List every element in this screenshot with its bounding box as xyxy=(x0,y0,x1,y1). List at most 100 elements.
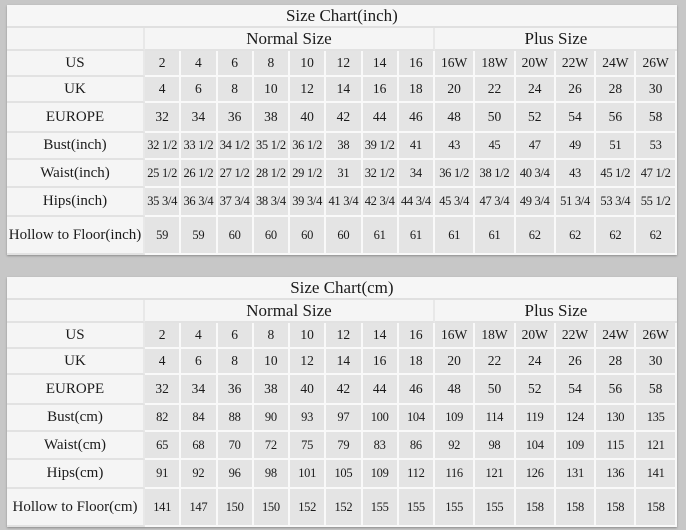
size-value-cell: 61 xyxy=(475,217,516,255)
size-value-cell: 88 xyxy=(217,405,254,432)
size-value-cell: 16 xyxy=(398,51,435,77)
size-value-cell: 124 xyxy=(555,405,597,432)
size-value-cell: 34 xyxy=(398,160,435,188)
size-value-cell: 38 3/4 xyxy=(253,188,290,217)
size-value-cell: 150 xyxy=(253,489,290,527)
size-value-cell: 6 xyxy=(217,323,254,349)
size-value-cell: 75 xyxy=(290,432,327,460)
size-value-cell: 6 xyxy=(181,77,218,103)
size-value-cell: 126 xyxy=(515,460,556,489)
size-value-cell: 12 xyxy=(290,77,327,103)
size-value-cell: 62 xyxy=(636,217,677,255)
size-value-cell: 39 3/4 xyxy=(290,188,327,217)
size-value-cell: 84 xyxy=(181,405,218,432)
size-value-cell: 141 xyxy=(145,489,182,527)
size-value-cell: 4 xyxy=(145,77,182,103)
size-value-cell: 136 xyxy=(596,460,637,489)
row-label: US xyxy=(7,51,145,77)
size-value-cell: 56 xyxy=(596,375,637,405)
size-value-cell: 79 xyxy=(326,432,363,460)
size-value-cell: 14 xyxy=(362,51,399,77)
size-value-cell: 36 xyxy=(217,375,254,405)
size-value-cell: 8 xyxy=(253,323,290,349)
size-value-cell: 55 1/2 xyxy=(636,188,677,217)
size-value-cell: 52 xyxy=(515,103,556,133)
size-value-cell: 35 1/2 xyxy=(253,133,290,160)
size-value-cell: 155 xyxy=(475,489,516,527)
size-value-cell: 16 xyxy=(362,349,399,375)
size-value-cell: 155 xyxy=(398,489,435,527)
row-label: Hips(cm) xyxy=(7,460,145,489)
size-value-cell: 6 xyxy=(217,51,254,77)
size-value-cell: 52 xyxy=(515,375,556,405)
size-value-cell: 47 1/2 xyxy=(636,160,677,188)
size-value-cell: 92 xyxy=(181,460,218,489)
size-value-cell: 62 xyxy=(555,217,597,255)
size-value-cell: 26W xyxy=(636,51,677,77)
size-value-cell: 96 xyxy=(217,460,254,489)
size-value-cell: 8 xyxy=(217,77,254,103)
size-value-cell: 53 3/4 xyxy=(596,188,637,217)
size-value-cell: 26 1/2 xyxy=(181,160,218,188)
size-value-cell: 45 1/2 xyxy=(596,160,637,188)
size-value-cell: 50 xyxy=(475,375,516,405)
size-value-cell: 24W xyxy=(596,323,637,349)
size-value-cell: 100 xyxy=(362,405,399,432)
size-value-cell: 36 1/2 xyxy=(435,160,476,188)
row-label: Hips(inch) xyxy=(7,188,145,217)
size-value-cell: 36 3/4 xyxy=(181,188,218,217)
size-value-cell: 16W xyxy=(435,51,476,77)
size-value-cell: 28 xyxy=(596,349,637,375)
size-value-cell: 2 xyxy=(145,51,182,77)
row-label: Hollow to Floor(cm) xyxy=(7,489,145,527)
corner-cell xyxy=(7,300,145,323)
size-value-cell: 34 1/2 xyxy=(217,133,254,160)
size-value-cell: 43 xyxy=(555,160,597,188)
size-value-cell: 8 xyxy=(253,51,290,77)
size-value-cell: 51 3/4 xyxy=(555,188,597,217)
size-value-cell: 97 xyxy=(326,405,363,432)
size-value-cell: 115 xyxy=(596,432,637,460)
size-value-cell: 150 xyxy=(217,489,254,527)
size-value-cell: 42 3/4 xyxy=(362,188,399,217)
size-value-cell: 105 xyxy=(326,460,363,489)
size-value-cell: 14 xyxy=(362,323,399,349)
size-value-cell: 18W xyxy=(475,51,516,77)
row-label: UK xyxy=(7,77,145,103)
row-label: US xyxy=(7,323,145,349)
size-value-cell: 10 xyxy=(290,323,327,349)
size-value-cell: 2 xyxy=(145,323,182,349)
size-value-cell: 147 xyxy=(181,489,218,527)
size-value-cell: 12 xyxy=(326,51,363,77)
size-value-cell: 22W xyxy=(555,323,597,349)
size-chart-cm-title: Size Chart(cm) xyxy=(7,277,677,300)
size-value-cell: 12 xyxy=(290,349,327,375)
row-label: Waist(cm) xyxy=(7,432,145,460)
size-value-cell: 46 xyxy=(398,103,435,133)
size-value-cell: 54 xyxy=(555,375,597,405)
size-value-cell: 82 xyxy=(145,405,182,432)
size-value-cell: 24 xyxy=(515,349,556,375)
size-value-cell: 41 3/4 xyxy=(326,188,363,217)
size-value-cell: 91 xyxy=(145,460,182,489)
size-value-cell: 83 xyxy=(362,432,399,460)
size-value-cell: 4 xyxy=(145,349,182,375)
size-value-cell: 8 xyxy=(217,349,254,375)
row-label: EUROPE xyxy=(7,103,145,133)
size-value-cell: 135 xyxy=(636,405,677,432)
size-value-cell: 49 xyxy=(555,133,597,160)
size-chart-inch-table: Size Chart(inch) Normal Size Plus Size U… xyxy=(7,5,677,255)
size-value-cell: 152 xyxy=(326,489,363,527)
size-value-cell: 35 3/4 xyxy=(145,188,182,217)
size-value-cell: 112 xyxy=(398,460,435,489)
size-value-cell: 28 xyxy=(596,77,637,103)
plus-size-header: Plus Size xyxy=(435,300,677,323)
size-value-cell: 62 xyxy=(515,217,556,255)
size-value-cell: 34 xyxy=(181,375,218,405)
size-value-cell: 58 xyxy=(636,103,677,133)
size-value-cell: 4 xyxy=(181,323,218,349)
size-value-cell: 155 xyxy=(362,489,399,527)
size-value-cell: 65 xyxy=(145,432,182,460)
size-value-cell: 34 xyxy=(181,103,218,133)
